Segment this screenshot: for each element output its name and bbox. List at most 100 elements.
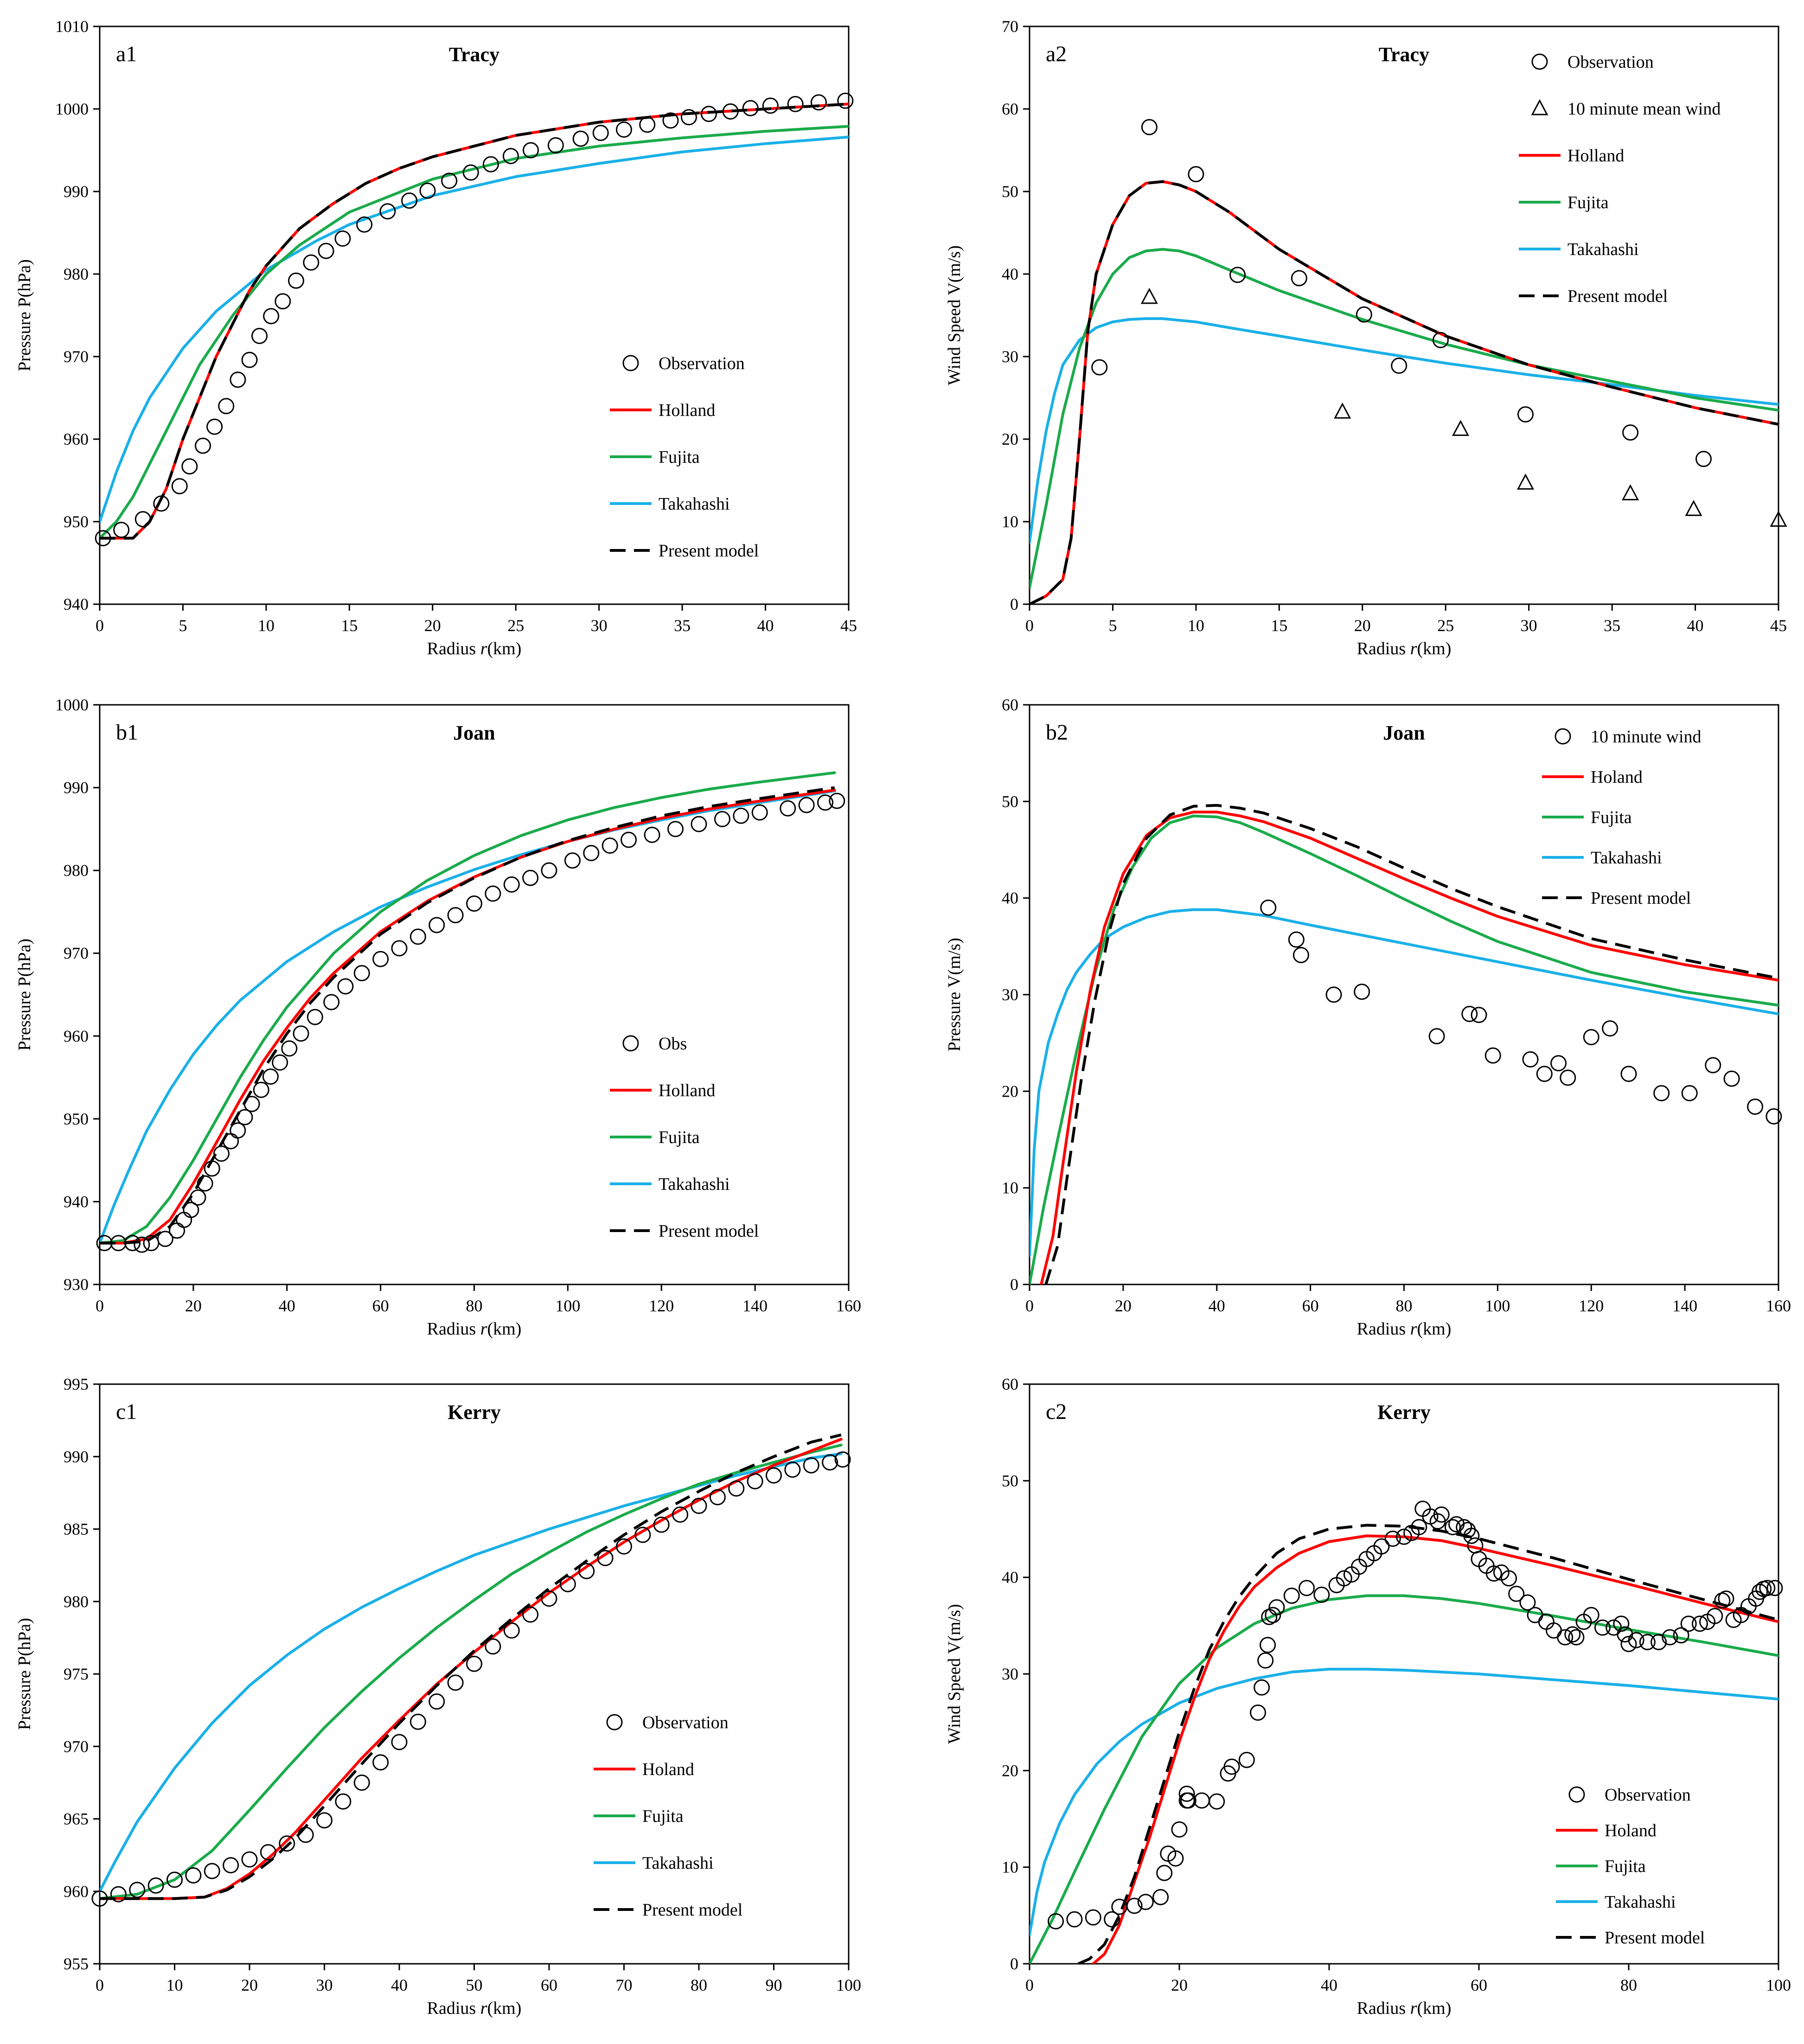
y-tick-label: 940	[64, 1192, 89, 1211]
obs-marker	[1178, 1785, 1195, 1802]
x-axis-label-var: r	[1410, 1999, 1417, 2018]
obs-marker	[1048, 1913, 1064, 1929]
chart-title: Tracy	[1379, 43, 1429, 66]
obs-marker	[429, 917, 445, 933]
x-axis-label-main: Radius	[1357, 1319, 1410, 1339]
y-tick-label: 990	[64, 182, 89, 201]
x-tick-label: 60	[372, 1297, 389, 1315]
obs-marker	[522, 869, 539, 886]
obs-marker	[1536, 1066, 1553, 1082]
obs-marker	[1396, 1528, 1412, 1545]
obs-marker	[503, 1622, 520, 1639]
legend-label: Takahashi	[659, 1175, 730, 1194]
obs-marker	[766, 1467, 782, 1484]
y-tick-label: 50	[1002, 182, 1018, 201]
x-axis-label-var: r	[1410, 1319, 1417, 1339]
obs-marker	[223, 1133, 239, 1150]
legend-label: Present model	[642, 1900, 742, 1920]
obs-marker	[1662, 1629, 1678, 1646]
x-axis-label-var: r	[480, 639, 487, 658]
series-line-present	[100, 1433, 842, 1900]
chart-title: Tracy	[449, 43, 499, 66]
obs-marker	[1613, 1616, 1630, 1632]
legend-label: Holand	[642, 1760, 694, 1779]
obs-marker	[181, 458, 198, 475]
obs-marker	[288, 272, 304, 289]
y-tick-label: 70	[1002, 17, 1018, 36]
x-axis-label: Radius r(km)	[427, 1999, 522, 2018]
obs-marker	[1188, 166, 1204, 183]
y-tick-label: 50	[1002, 792, 1018, 811]
obs-marker	[559, 1576, 576, 1592]
legend: Obs Holland Fujita Takahashi Present model	[610, 1034, 759, 1241]
obs-marker	[429, 1693, 445, 1710]
legend-symbol-obs	[622, 1035, 639, 1052]
y-tick-label: 975	[64, 1665, 89, 1683]
series-line-fujita	[100, 771, 836, 1245]
y-tick-label: 30	[1002, 985, 1018, 1004]
obs-marker	[1463, 1527, 1480, 1544]
x-tick-label: 5	[179, 616, 187, 635]
obs-marker	[462, 164, 479, 181]
x-axis-label: Radius r(km)	[427, 1319, 522, 1339]
obs-marker	[1152, 1889, 1169, 1905]
obs-marker	[1752, 1584, 1768, 1600]
x-tick-label: 0	[1025, 616, 1034, 635]
x-tick-label: 5	[1108, 616, 1117, 635]
obs-marker	[1766, 1580, 1783, 1597]
obs-marker	[1180, 1792, 1196, 1809]
x-axis-label-main: Radius	[427, 639, 480, 658]
obs-marker	[817, 794, 834, 811]
x-tick-label: 10	[166, 1976, 183, 1994]
obs-marker	[1691, 1616, 1708, 1632]
obs-marker	[1257, 1652, 1274, 1669]
chart-a2: 0 5 10 15 20 25 30 35 40 45 0 10 20 30 40 50 60 70 Radius …	[945, 17, 1787, 658]
obs-marker	[372, 1754, 389, 1771]
obs-marker	[822, 1454, 838, 1471]
y-tick-label: 20	[1002, 430, 1018, 448]
y-axis-label: Pressure P(hPa)	[15, 939, 34, 1051]
x-tick-label: 45	[1770, 616, 1787, 635]
obs-marker	[541, 1590, 557, 1607]
plot-frame	[99, 26, 850, 605]
obs-marker	[334, 230, 351, 247]
obs-marker	[372, 951, 389, 967]
triangle-marker	[1334, 402, 1351, 419]
y-tick-label: 20	[1002, 1082, 1018, 1100]
x-tick-label: 80	[1396, 1297, 1413, 1315]
obs-marker	[523, 142, 539, 159]
x-axis-label: Radius r(km)	[427, 639, 522, 658]
y-tick-label: 960	[64, 1027, 89, 1045]
obs-marker	[762, 97, 779, 114]
x-tick-label: 30	[591, 616, 608, 635]
obs-marker	[204, 1863, 220, 1879]
series-line-present	[100, 102, 849, 540]
obs-marker	[279, 1835, 295, 1852]
obs-marker	[237, 1109, 253, 1125]
x-tick-label: 0	[96, 616, 104, 635]
obs-marker	[110, 1235, 127, 1252]
obs-marker	[96, 1235, 113, 1252]
legend-label: Holand	[1591, 767, 1643, 787]
obs-marker	[1707, 1608, 1723, 1624]
y-tick-label: 985	[64, 1520, 89, 1539]
x-tick-label: 100	[1485, 1297, 1510, 1315]
x-axis-label-main: Radius	[427, 1319, 480, 1339]
series-line-present	[1077, 1524, 1778, 1964]
obs-marker	[356, 216, 373, 233]
obs-marker	[787, 96, 804, 112]
obs-marker	[253, 1081, 269, 1098]
obs-marker	[742, 100, 759, 116]
obs-marker	[169, 1222, 186, 1239]
obs-marker	[263, 308, 280, 325]
obs-marker	[784, 1461, 801, 1478]
obs-marker	[391, 940, 408, 957]
x-tick-label: 90	[766, 1976, 782, 1994]
y-tick-label: 20	[1002, 1761, 1018, 1780]
legend-label: 10 minute wind	[1591, 727, 1702, 747]
obs-marker	[503, 876, 520, 893]
obs-marker	[409, 1713, 426, 1730]
legend-symbol-obs	[1568, 1786, 1585, 1803]
legend-label: Holland	[1567, 146, 1624, 166]
obs-marker	[1501, 1570, 1517, 1587]
